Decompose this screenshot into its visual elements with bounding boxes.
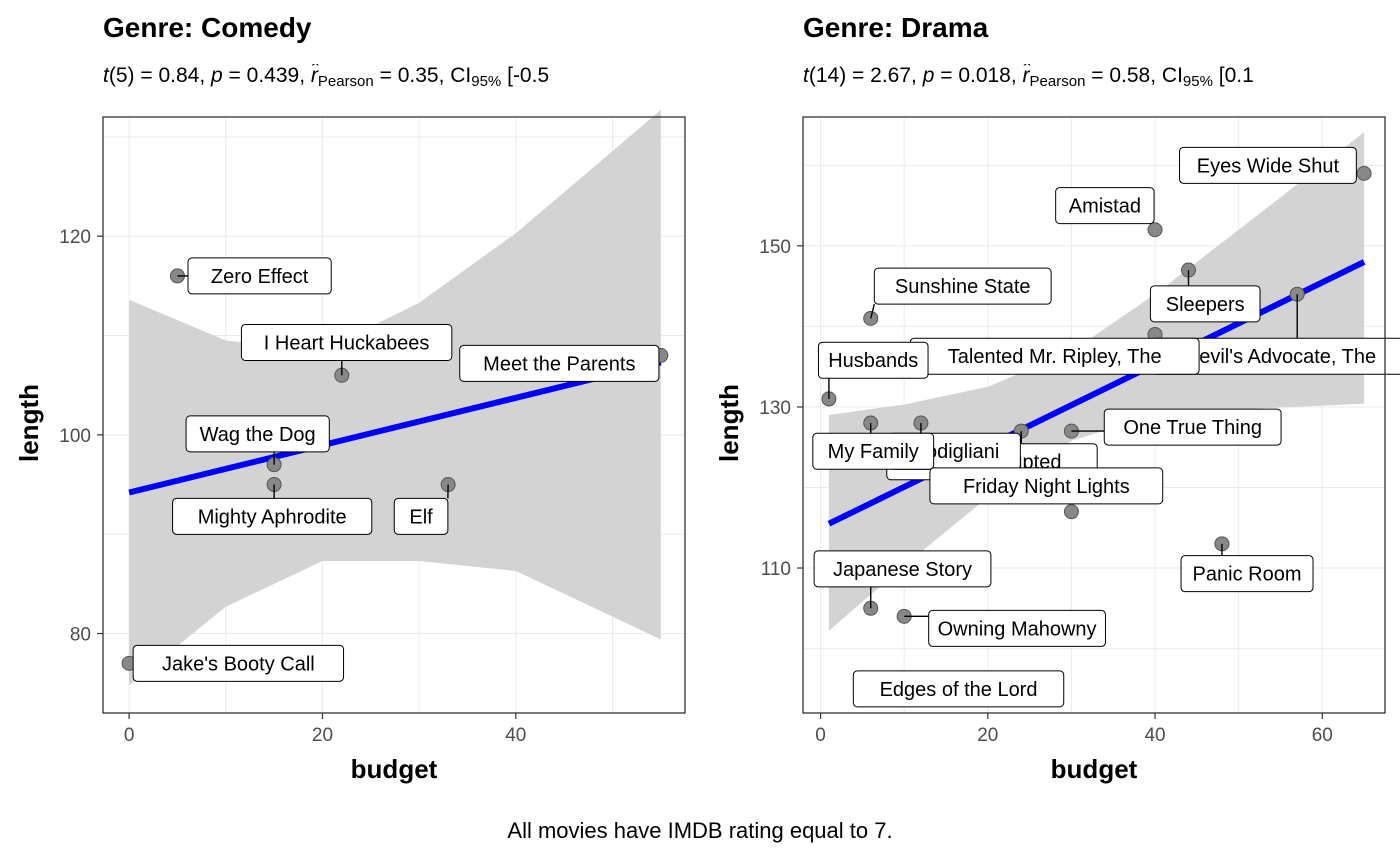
- drama-point-label-3: Sleepers: [1166, 294, 1245, 316]
- drama-x-tick-label-0: 0: [815, 725, 826, 746]
- comedy-r-label: Pearson: [317, 73, 374, 90]
- drama-point-label-6: Husbands: [828, 350, 918, 372]
- drama-label-box-13: [1180, 555, 1314, 593]
- drama-stats: t(14) = 2.67, p = 0.018, r̂Pearson = 0.5…: [803, 64, 1254, 90]
- drama-confidence-band: [828, 132, 1365, 631]
- comedy-label-box-5: [393, 497, 449, 535]
- drama-t-df: 14: [815, 64, 840, 87]
- drama-p-value: 0.018: [958, 64, 1011, 87]
- comedy-ci-value: [-0.5: [507, 64, 550, 87]
- comedy-label-box-1: [240, 323, 453, 361]
- comedy-point-label-4: Mighty Aphrodite: [198, 506, 347, 528]
- figure-caption: All movies have IMDB rating equal to 7.: [507, 818, 893, 843]
- comedy-x-tick-label-0: 0: [124, 725, 135, 746]
- comedy-stats: t(5) = 0.84, p = 0.439, r̂Pearson = 0.35…: [103, 64, 550, 90]
- comedy-label-box-0: [187, 257, 332, 295]
- drama-point-label-1: Amistad: [1069, 196, 1141, 218]
- comedy-ci-label: 95%: [471, 73, 502, 90]
- drama-t-value: 2.67: [870, 64, 912, 87]
- drama-r-value: 0.58: [1109, 64, 1151, 87]
- drama-point-11: [1063, 504, 1079, 520]
- comedy-plot: Zero Effect I Heart Huckabees Meet the Par…: [14, 110, 686, 784]
- comedy-x-tick-label-1: 20: [312, 725, 333, 746]
- drama-ci-value: [0.1: [1218, 64, 1254, 87]
- comedy-point-label-6: Jake's Booty Call: [162, 653, 315, 675]
- comedy-point-label-2: Meet the Parents: [483, 353, 635, 375]
- drama-y-axis-title: length: [714, 384, 744, 462]
- drama-label-box-6: [817, 341, 929, 379]
- comedy-y-tick-label-1: 100: [59, 426, 91, 447]
- comedy-plot-border: [102, 116, 686, 714]
- drama-label-box-12: [813, 550, 992, 588]
- drama-x-tick-label-1: 20: [977, 725, 998, 746]
- drama-label-box-14: [928, 609, 1106, 647]
- drama-label-box-1: [1055, 187, 1155, 225]
- drama-point-label-11: Friday Night Lights: [963, 476, 1130, 498]
- drama-y-tick-label-0: 110: [761, 559, 791, 580]
- comedy-y-tick-label-0: 80: [70, 625, 91, 646]
- drama-point-label-12: Japanese Story: [833, 559, 972, 581]
- comedy-label-box-4: [172, 497, 373, 535]
- comedy-point-label-0: Zero Effect: [211, 266, 309, 288]
- drama-point-0: [1356, 165, 1372, 181]
- comedy-point-label-1: I Heart Huckabees: [264, 332, 430, 354]
- drama-x-tick-label-3: 60: [1312, 725, 1333, 746]
- drama-point-label-13: Panic Room: [1193, 564, 1302, 586]
- drama-label-box-7: [1103, 408, 1282, 446]
- drama-label-box-2: [873, 267, 1052, 305]
- drama-point-label-14: Owning Mahowny: [938, 618, 1097, 640]
- drama-label-box-10: [812, 432, 935, 470]
- comedy-p-value: 0.439: [246, 64, 300, 87]
- drama-label-leader-2: [870, 303, 875, 319]
- comedy-point-label-5: Elf: [409, 506, 433, 528]
- drama-point-label-0: Eyes Wide Shut: [1197, 155, 1340, 177]
- drama-label-box-0: [1179, 146, 1357, 184]
- drama-point-label-4: Devil's Advocate, The: [1185, 346, 1376, 368]
- drama-point-label-5: Talented Mr. Ripley, The: [948, 346, 1162, 368]
- drama-label-box-11: [929, 467, 1164, 505]
- comedy-x-axis-title: budget: [351, 754, 438, 784]
- drama-label-box-3: [1149, 285, 1261, 323]
- drama-plot: Eyes Wide Shut Amistad Sunshine State Sleep…: [714, 116, 1400, 784]
- comedy-label-box-2: [459, 344, 660, 382]
- comedy-label-box-3: [185, 415, 330, 453]
- comedy-label-box-6: [132, 644, 345, 682]
- drama-label-box-15: [852, 670, 1065, 708]
- drama-ci-label: 95%: [1182, 73, 1213, 90]
- comedy-t-df: 5: [115, 64, 128, 87]
- drama-y-tick-label-1: 130: [759, 398, 791, 419]
- drama-point-label-2: Sunshine State: [895, 276, 1031, 298]
- comedy-x-tick-label-2: 40: [505, 725, 526, 746]
- comedy-confidence-band: [129, 110, 661, 686]
- comedy-y-tick-label-2: 120: [59, 227, 91, 248]
- drama-title: Genre: Drama: [803, 12, 989, 43]
- comedy-title: Genre: Comedy: [103, 12, 312, 43]
- drama-plot-border: [802, 116, 1386, 714]
- drama-r-label: Pearson: [1029, 73, 1086, 90]
- drama-point-label-7: One True Thing: [1123, 417, 1262, 439]
- drama-y-tick-label-2: 150: [759, 237, 791, 258]
- drama-point-1: [1147, 222, 1163, 238]
- comedy-r-value: 0.35: [397, 64, 439, 87]
- comedy-y-axis-title: length: [14, 384, 44, 462]
- drama-x-axis-title: budget: [1051, 754, 1138, 784]
- drama-point-label-15: Edges of the Lord: [880, 679, 1038, 701]
- comedy-regression-line: [128, 359, 662, 496]
- drama-x-tick-label-2: 40: [1144, 725, 1165, 746]
- comedy-point-label-3: Wag the Dog: [200, 424, 316, 446]
- drama-point-label-10: My Family: [828, 441, 919, 463]
- comedy-t-value: 0.84: [158, 64, 200, 87]
